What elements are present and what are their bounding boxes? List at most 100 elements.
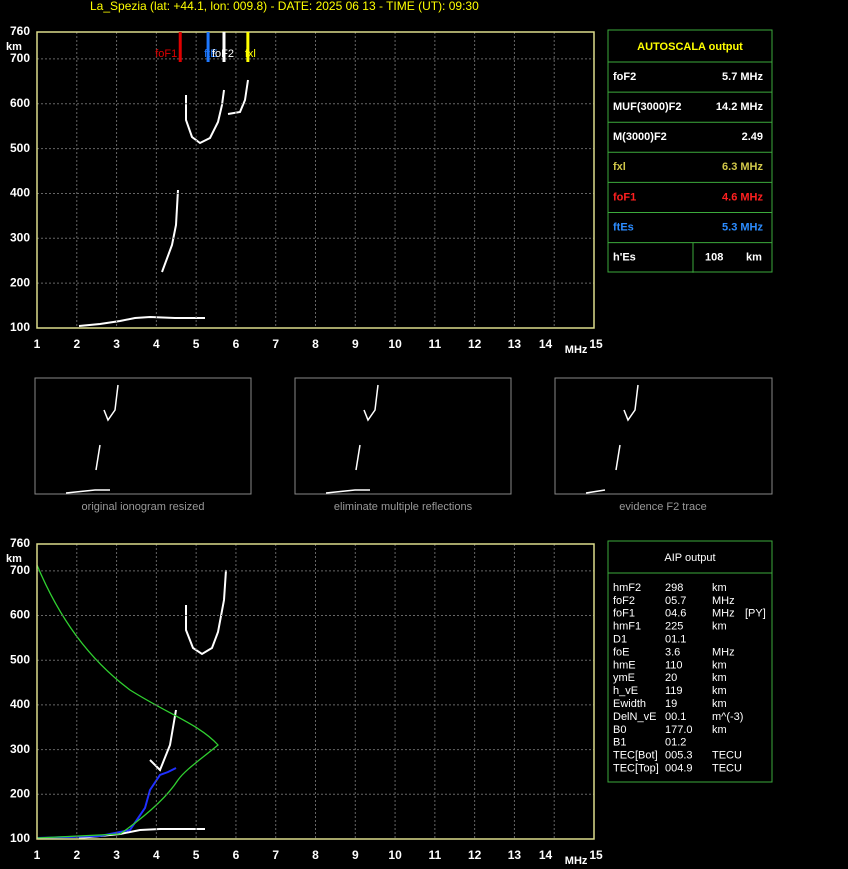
header-title: La_Spezia (lat: +44.1, lon: 009.8) - DAT… <box>90 0 479 13</box>
aip-cell: MHz <box>712 646 735 658</box>
aip-cell: B0 <box>613 724 626 736</box>
aip-cell: hmF2 <box>613 582 641 594</box>
aip-cell: TEC[Top] <box>613 763 659 775</box>
y-axis-label: km <box>6 553 22 565</box>
aip-cell: h_vE <box>613 685 638 697</box>
aip-cell: 19 <box>665 698 677 710</box>
marker-label: ftE <box>204 48 217 60</box>
aip-cell: 298 <box>665 582 683 594</box>
plot-frame <box>36 543 595 840</box>
aip-cell: MHz <box>712 608 735 620</box>
panel-caption: eliminate multiple reflections <box>334 501 473 513</box>
x-tick-label: 15 <box>589 848 603 862</box>
autoscala-label: MUF(3000)F2 <box>613 101 681 113</box>
y-tick-label: 300 <box>10 230 30 244</box>
y-tick-label: 200 <box>10 786 30 800</box>
y-tick-label: 500 <box>10 141 30 155</box>
y-tick-label: 600 <box>10 96 30 110</box>
autoscala-label: foF1 <box>613 191 636 203</box>
aip-cell: DelN_vE <box>613 711 656 723</box>
aip-cell: hmE <box>613 659 636 671</box>
x-tick-label: 12 <box>468 848 482 862</box>
autoscala-value: 108 <box>705 252 723 264</box>
aip-cell: Ewidth <box>613 698 646 710</box>
x-tick-label: 9 <box>352 848 359 862</box>
y-tick-label: 400 <box>10 697 30 711</box>
panel-caption: evidence F2 trace <box>619 501 706 513</box>
aip-cell: MHz <box>712 595 735 607</box>
marker-label: foF1 <box>155 48 177 60</box>
x-tick-label: 11 <box>429 337 442 351</box>
aip-cell: TECU <box>712 763 742 775</box>
x-tick-label: 5 <box>193 848 200 862</box>
y-axis-label: km <box>6 41 22 53</box>
aip-cell: km <box>712 724 727 736</box>
y-tick-label: 760 <box>10 24 30 38</box>
y-tick-label: 100 <box>10 320 30 334</box>
aip-cell: km <box>712 672 727 684</box>
panel-caption: original ionogram resized <box>82 501 205 513</box>
mini-traces <box>65 384 639 494</box>
y-tick-label: 200 <box>10 275 30 289</box>
aip-cell: B1 <box>613 737 626 749</box>
y-tick-label: 600 <box>10 608 30 622</box>
x-tick-label: 3 <box>113 848 120 862</box>
autoscala-value: 5.7 MHz <box>722 71 763 83</box>
aip-cell: 04.6 <box>665 608 686 620</box>
aip-cell: TECU <box>712 750 742 762</box>
x-tick-label: 13 <box>508 337 522 351</box>
aip-cell: 005.3 <box>665 750 693 762</box>
x-tick-label: 1 <box>34 337 41 351</box>
aip-cell: 05.7 <box>665 595 686 607</box>
x-tick-label: 6 <box>233 337 240 351</box>
aip-cell: 01.1 <box>665 634 686 646</box>
autoscala-label: ftEs <box>613 221 634 233</box>
aip-cell: 119 <box>665 685 683 697</box>
aip-cell: foF2 <box>613 595 635 607</box>
y-tick-label: 700 <box>10 563 30 577</box>
marker-label: fxl <box>245 48 256 60</box>
autoscala-box <box>607 29 773 273</box>
aip-cell: m^(-3) <box>712 711 743 723</box>
x-tick-label: 15 <box>589 337 603 351</box>
x-tick-label: 11 <box>429 848 442 862</box>
aip-cell: km <box>712 698 727 710</box>
autoscala-value: 5.3 MHz <box>722 221 763 233</box>
aip-cell: 3.6 <box>665 646 680 658</box>
aip-cell: km <box>712 621 727 633</box>
aip-cell: km <box>712 582 727 594</box>
x-tick-label: 5 <box>193 337 200 351</box>
autoscala-label: h'Es <box>613 252 636 264</box>
autoscala-label: fxl <box>613 161 626 173</box>
autoscala-label: M(3000)F2 <box>613 131 667 143</box>
aip-title: AIP output <box>664 552 715 564</box>
trace-top <box>78 79 249 327</box>
x-axis-label: MHz <box>565 855 588 867</box>
autoscala-title: AUTOSCALA output <box>637 41 743 53</box>
aip-cell: 01.2 <box>665 737 686 749</box>
autoscala-value: 14.2 MHz <box>716 101 764 113</box>
y-tick-label: 760 <box>10 536 30 550</box>
aip-cell: 225 <box>665 621 683 633</box>
trace-bottom <box>36 564 227 839</box>
x-tick-label: 8 <box>312 848 319 862</box>
aip-cell: 177.0 <box>665 724 693 736</box>
y-tick-label: 100 <box>10 831 30 845</box>
aip-box <box>607 540 773 783</box>
autoscala-unit: km <box>746 252 762 264</box>
aip-cell: 00.1 <box>665 711 686 723</box>
x-tick-label: 8 <box>312 337 319 351</box>
aip-cell: ymE <box>613 672 635 684</box>
autoscala-value: 6.3 MHz <box>722 161 763 173</box>
x-tick-label: 4 <box>153 848 160 862</box>
x-tick-label: 12 <box>468 337 482 351</box>
x-tick-label: 3 <box>113 337 120 351</box>
x-tick-label: 4 <box>153 337 160 351</box>
aip-cell: [PY] <box>745 608 766 620</box>
y-tick-label: 500 <box>10 652 30 666</box>
aip-cell: D1 <box>613 634 627 646</box>
aip-cell: foE <box>613 646 630 658</box>
marker-label: foF2 <box>212 48 234 60</box>
autoscala-value: 2.49 <box>742 131 763 143</box>
x-tick-label: 10 <box>388 337 402 351</box>
